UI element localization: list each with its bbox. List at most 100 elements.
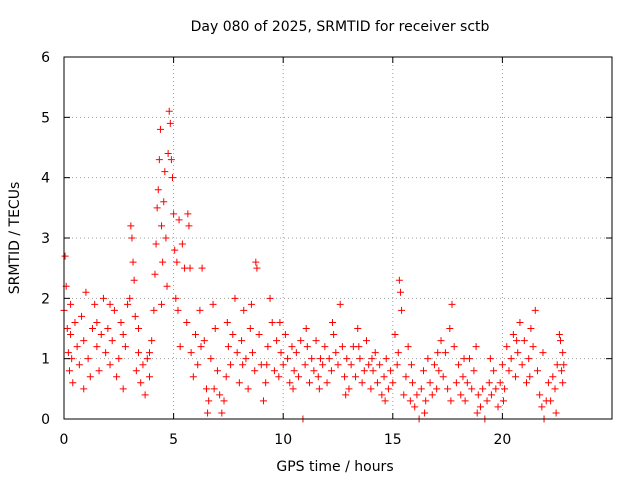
data-point bbox=[69, 379, 77, 387]
data-point bbox=[516, 318, 524, 326]
data-point bbox=[220, 397, 228, 405]
data-point bbox=[141, 391, 149, 399]
data-point bbox=[184, 210, 192, 218]
data-point bbox=[556, 337, 564, 345]
x-tick-label: 15 bbox=[384, 432, 402, 448]
data-point bbox=[527, 325, 535, 332]
data-point bbox=[160, 198, 168, 206]
data-point bbox=[365, 361, 373, 369]
data-point bbox=[233, 349, 241, 357]
x-tick-label: 10 bbox=[274, 432, 292, 448]
data-point bbox=[279, 361, 287, 369]
data-point bbox=[448, 300, 456, 308]
data-point bbox=[67, 331, 75, 339]
data-point bbox=[154, 186, 162, 194]
data-point bbox=[330, 331, 338, 339]
data-point bbox=[325, 355, 333, 363]
y-tick-label: 0 bbox=[41, 412, 50, 428]
data-point bbox=[67, 300, 75, 308]
data-point bbox=[218, 409, 226, 417]
data-point bbox=[262, 379, 270, 387]
data-point bbox=[553, 361, 561, 369]
data-point bbox=[210, 385, 218, 393]
y-tick-label: 5 bbox=[41, 110, 50, 126]
data-point bbox=[255, 331, 263, 339]
data-point bbox=[71, 318, 79, 326]
data-point bbox=[306, 379, 314, 387]
data-point bbox=[406, 397, 414, 405]
data-point bbox=[207, 355, 215, 363]
data-point bbox=[505, 367, 513, 375]
data-point bbox=[433, 385, 441, 393]
y-tick-label: 4 bbox=[41, 171, 50, 187]
data-point bbox=[498, 361, 506, 369]
data-point bbox=[314, 373, 322, 381]
data-point bbox=[246, 325, 254, 332]
data-point bbox=[174, 306, 182, 314]
data-point bbox=[189, 373, 197, 381]
data-point bbox=[354, 325, 362, 332]
data-point bbox=[194, 361, 202, 369]
data-point bbox=[198, 264, 206, 272]
data-point bbox=[119, 331, 127, 339]
data-point bbox=[411, 403, 419, 411]
data-point bbox=[526, 373, 534, 381]
data-point bbox=[319, 361, 327, 369]
data-point bbox=[531, 306, 539, 314]
data-point bbox=[509, 331, 517, 339]
data-point bbox=[251, 367, 259, 375]
data-point bbox=[312, 337, 320, 345]
data-point bbox=[281, 331, 289, 339]
data-point bbox=[178, 240, 186, 248]
grid bbox=[64, 57, 612, 419]
data-point bbox=[205, 397, 213, 405]
data-point bbox=[196, 306, 204, 314]
data-point bbox=[124, 300, 132, 308]
data-point bbox=[391, 331, 399, 339]
data-point bbox=[93, 318, 101, 326]
data-point bbox=[430, 361, 438, 369]
data-point bbox=[452, 379, 460, 387]
data-point bbox=[273, 337, 281, 345]
data-point bbox=[435, 367, 443, 375]
data-point bbox=[367, 385, 375, 393]
data-point bbox=[396, 288, 404, 296]
data-point bbox=[552, 409, 560, 417]
data-point bbox=[310, 367, 318, 375]
data-point bbox=[492, 385, 500, 393]
data-point bbox=[421, 409, 429, 417]
data-point bbox=[64, 349, 72, 357]
data-point bbox=[170, 210, 178, 218]
data-point bbox=[343, 355, 351, 363]
data-point bbox=[389, 379, 397, 387]
data-point bbox=[494, 403, 502, 411]
data-point bbox=[444, 385, 452, 393]
data-point bbox=[381, 397, 389, 405]
data-point bbox=[173, 258, 181, 266]
data-point bbox=[231, 294, 239, 302]
data-point bbox=[316, 355, 324, 363]
data-point bbox=[187, 349, 195, 357]
data-point bbox=[486, 355, 494, 363]
data-point bbox=[249, 349, 257, 357]
data-point bbox=[131, 312, 139, 320]
y-tick-label: 2 bbox=[41, 291, 50, 307]
data-point bbox=[356, 355, 364, 363]
data-point bbox=[470, 367, 478, 375]
data-point bbox=[402, 373, 410, 381]
data-point bbox=[352, 373, 360, 381]
data-point bbox=[369, 367, 377, 375]
data-point bbox=[450, 343, 458, 351]
data-point bbox=[222, 373, 230, 381]
data-point bbox=[145, 373, 153, 381]
data-point bbox=[503, 343, 511, 351]
data-point bbox=[99, 294, 107, 302]
data-point bbox=[172, 294, 180, 302]
data-point bbox=[106, 361, 114, 369]
x-axis-label: GPS time / hours bbox=[276, 459, 393, 475]
data-point bbox=[175, 216, 183, 224]
data-point bbox=[156, 125, 164, 133]
data-point bbox=[297, 337, 305, 345]
y-axis-label: SRMTID / TECUs bbox=[7, 182, 23, 295]
